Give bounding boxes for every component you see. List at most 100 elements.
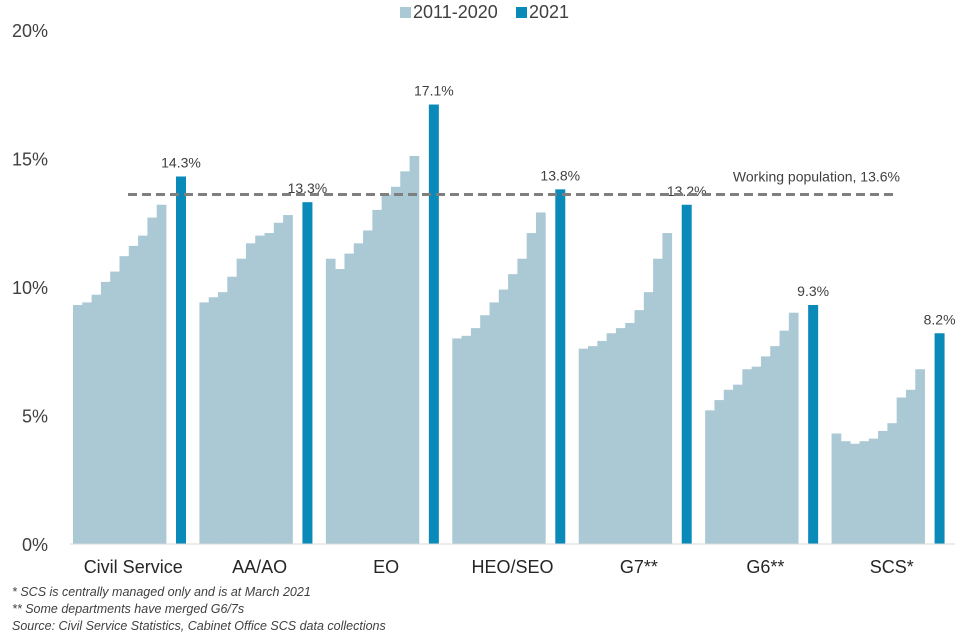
y-tick-label: 15%: [12, 150, 48, 170]
bar-2011-2020: [526, 233, 537, 544]
bar-2011-2020: [489, 302, 500, 544]
bar-2011-2020: [273, 222, 284, 544]
footnotes: * SCS is centrally managed only and is a…: [12, 584, 386, 635]
bar-2011-2020: [723, 389, 734, 544]
bar-2011-2020: [372, 209, 383, 544]
x-category-label: Civil Service: [84, 557, 183, 577]
data-label-2021: 8.2%: [924, 311, 956, 327]
bar-2011-2020: [283, 215, 293, 545]
bar-2011-2020: [353, 243, 364, 544]
bar-2011-2020: [714, 400, 725, 544]
bar-2011-2020: [905, 389, 916, 544]
bar-2011-2020: [625, 322, 635, 544]
bar-2011-2020: [597, 340, 608, 544]
bar-2011-2020: [110, 271, 120, 544]
bar-chart: 0% 5% 10% 15% 20% 14.3% Civil Service 13.3% AA/A…: [12, 2, 956, 577]
bar-2011-2020: [363, 230, 373, 544]
bar-2011-2020: [128, 245, 139, 544]
bar-2011-2020: [452, 338, 462, 544]
y-tick-label: 5%: [22, 407, 48, 427]
bar-2011-2020: [480, 315, 490, 544]
bar-2011-2020: [868, 438, 879, 544]
bar-2011-2020: [578, 348, 589, 544]
bar-2011-2020: [325, 258, 336, 544]
bar-2011-2020: [91, 294, 102, 544]
bar-2011-2020: [779, 330, 790, 544]
data-label-2021: 13.2%: [667, 183, 707, 199]
bar-2011-2020: [199, 302, 210, 544]
bar-2011-2020: [236, 258, 247, 544]
bar-2011-2020: [255, 235, 265, 544]
bar-2011-2020: [208, 297, 219, 544]
bar-2011-2020: [73, 304, 83, 544]
bar-2011-2020: [751, 366, 762, 544]
bar-2011-2020: [245, 243, 256, 544]
bar-2021: [555, 189, 566, 544]
y-tick-label: 10%: [12, 278, 48, 298]
bar-2011-2020: [606, 333, 617, 544]
data-label-2021: 14.3%: [161, 154, 201, 170]
x-category-label: G7**: [620, 557, 658, 577]
bar-2011-2020: [119, 256, 130, 544]
y-tick-label: 0%: [22, 535, 48, 555]
bar-2011-2020: [409, 155, 420, 544]
bar-2011-2020: [615, 328, 626, 544]
bar-2011-2020: [400, 171, 410, 544]
bar-2011-2020: [156, 204, 167, 544]
bar-2011-2020: [381, 194, 392, 545]
bar-2011-2020: [859, 441, 870, 544]
bar-2011-2020: [535, 212, 546, 544]
bar-2011-2020: [760, 356, 771, 544]
bar-2021: [681, 204, 692, 544]
bar-2011-2020: [915, 369, 925, 544]
data-label-2021: 9.3%: [797, 283, 829, 299]
bar-2011-2020: [498, 289, 509, 544]
x-category-label: AA/AO: [232, 557, 287, 577]
bar-2021: [176, 176, 186, 545]
bar-2011-2020: [218, 292, 228, 544]
bar-2011-2020: [643, 292, 654, 544]
footnote-source: Source: Civil Service Statistics, Cabine…: [12, 619, 386, 633]
bar-2011-2020: [100, 281, 111, 544]
bar-2011-2020: [653, 258, 663, 544]
x-category-label: SCS*: [870, 557, 914, 577]
bar-2011-2020: [588, 346, 598, 544]
legend-label: 2011-2020: [413, 2, 498, 22]
bar-2011-2020: [742, 369, 753, 544]
x-category-label: HEO/SEO: [471, 557, 553, 577]
bar-2021: [934, 333, 945, 544]
bar-2011-2020: [770, 346, 780, 544]
bar-2011-2020: [82, 302, 92, 544]
bar-2011-2020: [850, 443, 860, 544]
bar-2011-2020: [896, 397, 907, 544]
footnote-g6-g7: ** Some departments have merged G6/7s: [12, 602, 245, 616]
x-category-label: EO: [373, 557, 399, 577]
bar-2011-2020: [788, 312, 799, 544]
bar-2021: [808, 304, 819, 544]
bar-2011-2020: [335, 269, 345, 544]
bar-2011-2020: [887, 423, 898, 544]
bar-2011-2020: [470, 328, 481, 544]
legend-swatch: [516, 7, 527, 18]
x-category-label: G6**: [746, 557, 784, 577]
working-population-label: Working population, 13.6%: [733, 168, 900, 184]
bar-2011-2020: [705, 410, 715, 544]
legend-swatch: [400, 7, 411, 18]
bar-2011-2020: [733, 384, 743, 544]
data-label-2021: 13.8%: [540, 167, 580, 183]
bar-2011-2020: [662, 233, 673, 544]
bar-2011-2020: [634, 310, 645, 544]
footnote-scs: * SCS is centrally managed only and is a…: [12, 585, 311, 599]
bar-2011-2020: [508, 274, 518, 544]
bar-2021: [302, 202, 313, 544]
bar-2011-2020: [878, 430, 888, 544]
data-label-2021: 13.3%: [288, 180, 328, 196]
bar-2011-2020: [517, 258, 528, 544]
y-tick-label: 20%: [12, 21, 48, 41]
legend-label: 2021: [529, 2, 569, 22]
data-label-2021: 17.1%: [414, 83, 454, 99]
bar-2011-2020: [227, 276, 238, 544]
bar-2011-2020: [461, 335, 472, 544]
bar-2021: [428, 104, 439, 544]
bar-2011-2020: [344, 253, 355, 544]
